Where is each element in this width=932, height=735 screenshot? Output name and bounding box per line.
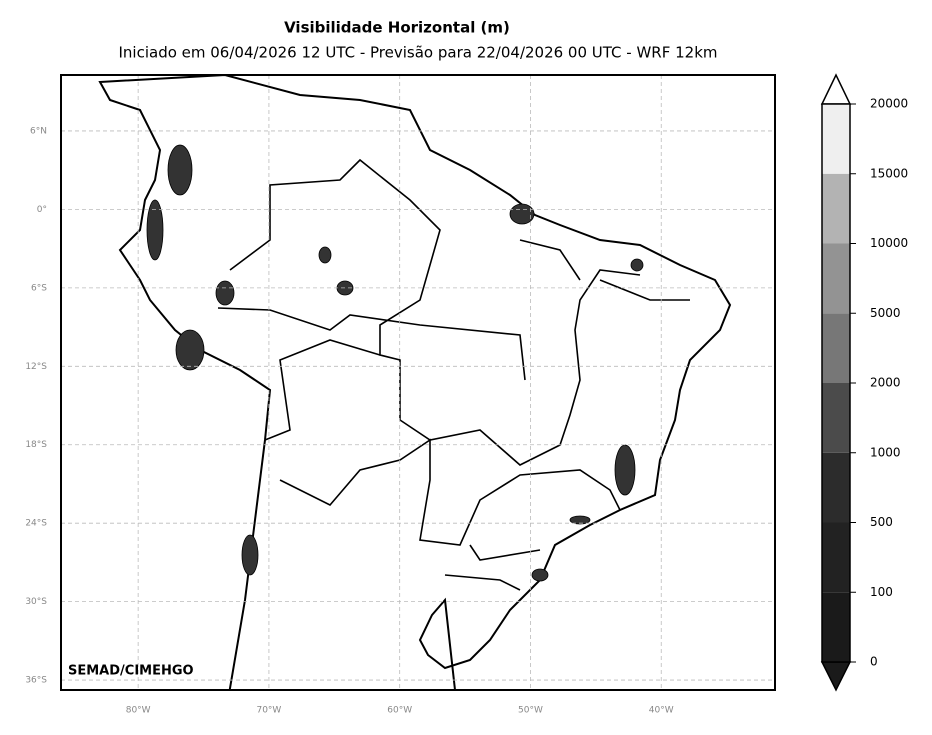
lat-tick-label: 24°S (25, 519, 47, 529)
colorbar (822, 103, 856, 663)
colorbar-extend-max (820, 73, 852, 105)
colorbar-label: 10000 (870, 236, 908, 250)
continent-outline (98, 75, 732, 690)
colorbar-segment (822, 313, 850, 383)
map-frame (60, 74, 776, 691)
colorbar-frame (821, 103, 851, 663)
colorbar-segment (822, 592, 850, 662)
lat-tick-label: 30°S (25, 597, 47, 607)
lat-tick-label: 18°S (25, 440, 47, 450)
fog-patches (146, 144, 644, 582)
lat-tick-label: 6°N (30, 126, 47, 136)
colorbar-label: 100 (870, 585, 893, 599)
colorbar-extend-min (820, 661, 852, 692)
colorbar-segment (822, 452, 850, 523)
lon-tick-label: 60°W (387, 706, 412, 716)
lat-tick-label: 0° (37, 205, 47, 215)
lon-tick-label: 80°W (126, 706, 151, 716)
credit: SEMAD/CIMEHGO (68, 664, 194, 679)
colorbar-label: 2000 (870, 376, 901, 390)
colorbar-label: 20000 (870, 97, 908, 111)
lon-tick-label: 70°W (256, 706, 281, 716)
colorbar-segment (822, 104, 850, 174)
title: Visibilidade Horizontal (m) (284, 19, 510, 37)
map-area (61, 75, 775, 690)
colorbar-segment (822, 243, 850, 314)
colorbar-segment (822, 383, 850, 453)
colorbar-label: 5000 (870, 306, 901, 320)
colorbar-segment (822, 522, 850, 593)
colorbar-segment (822, 173, 850, 244)
lat-tick-label: 6°S (31, 283, 47, 293)
lon-tick-label: 40°W (649, 706, 674, 716)
lon-tick-label: 50°W (518, 706, 543, 716)
lat-tick-label: 36°S (25, 676, 47, 686)
subtitle: Iniciado em 06/04/2026 12 UTC - Previsão… (118, 44, 717, 62)
colorbar-label: 1000 (870, 445, 901, 459)
colorbar-label: 500 (870, 515, 893, 529)
lat-tick-label: 12°S (25, 362, 47, 372)
colorbar-label: 0 (870, 655, 878, 669)
colorbar-label: 15000 (870, 166, 908, 180)
